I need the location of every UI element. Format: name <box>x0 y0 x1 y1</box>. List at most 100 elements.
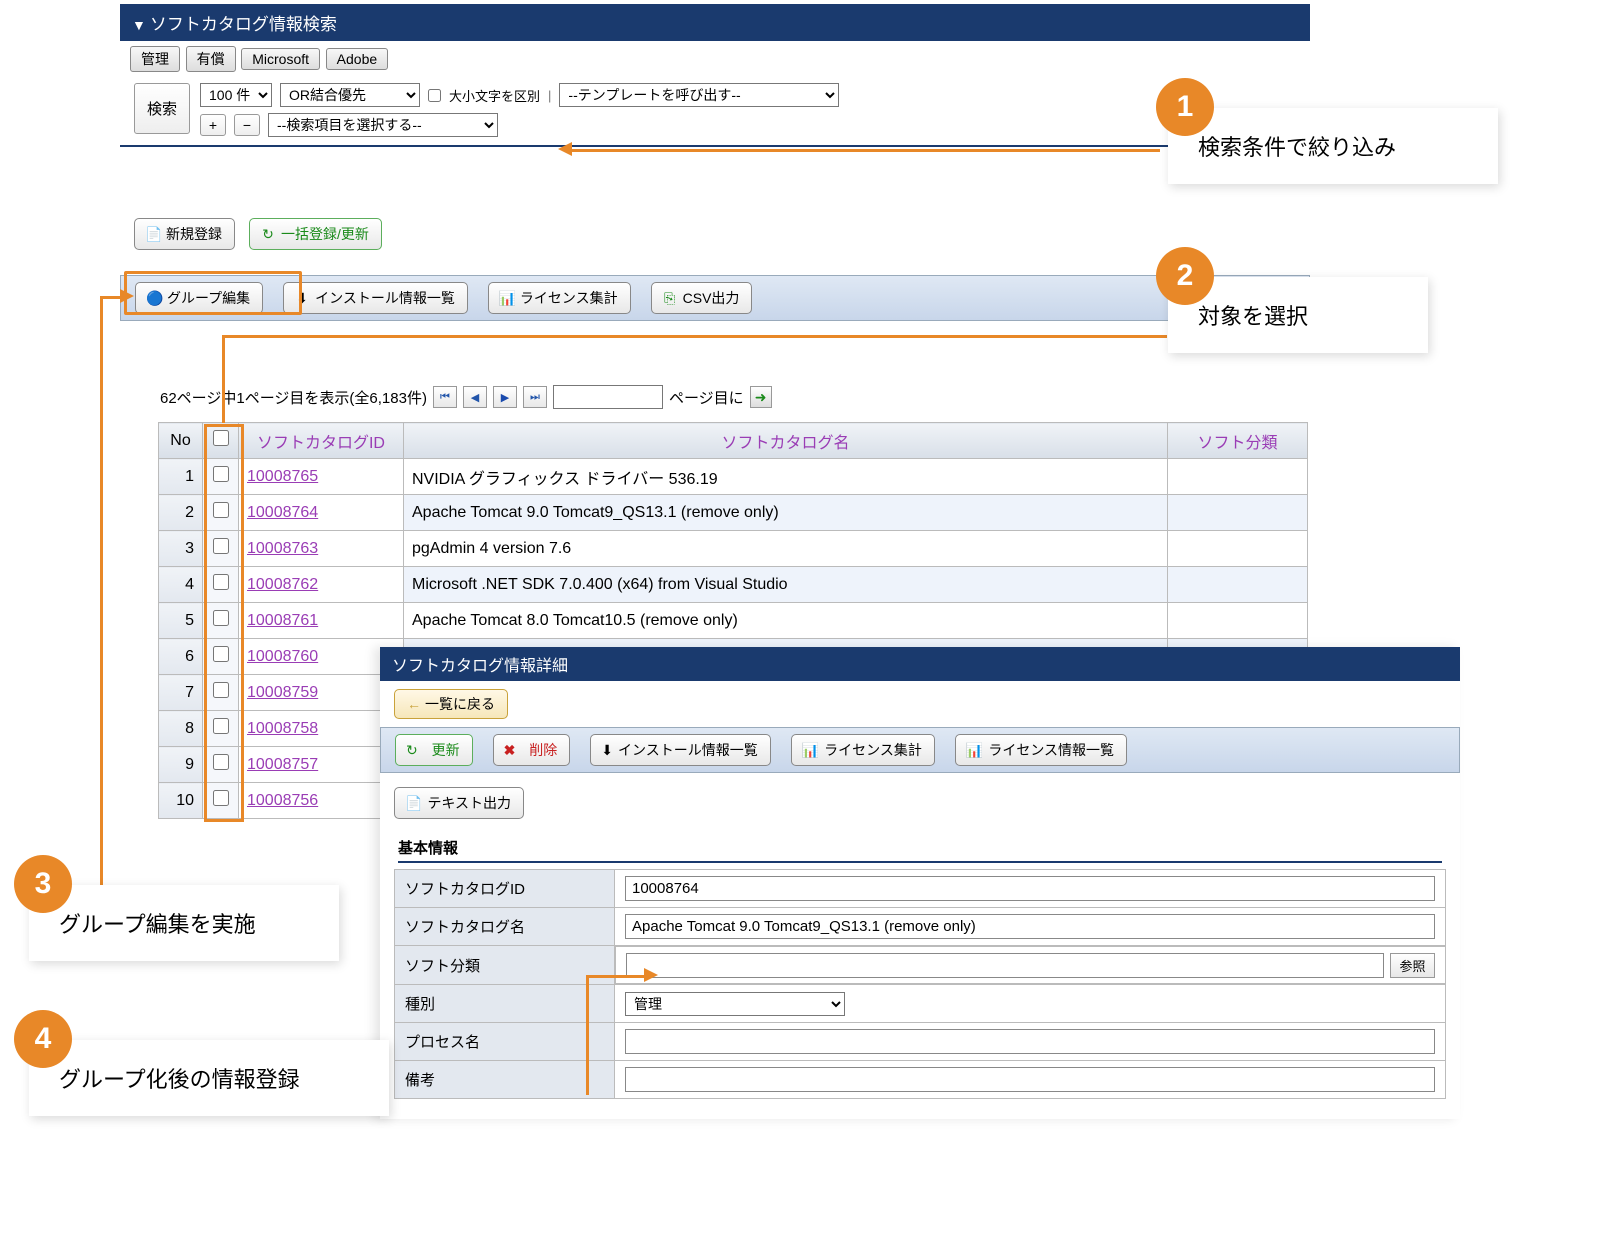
batch-register-button[interactable]: ↻一括登録/更新 <box>249 218 382 250</box>
detail-install-list-button[interactable]: ⬇インストール情報一覧 <box>590 734 770 766</box>
search-panel: ソフトカタログ情報検索 管理 有償 Microsoft Adobe 検索 100… <box>120 4 1310 147</box>
back-arrow-icon: ← <box>407 696 421 712</box>
badge-3: 3 <box>14 855 72 913</box>
search-button[interactable]: 検索 <box>134 83 190 134</box>
catalog-id-link[interactable]: 10008763 <box>247 540 318 557</box>
row-checkbox[interactable] <box>213 682 229 698</box>
filter-tab-paid[interactable]: 有償 <box>186 46 236 72</box>
prev-page-button[interactable]: ◀ <box>463 386 487 408</box>
remove-field-button[interactable]: − <box>234 114 260 136</box>
detail-panel: ソフトカタログ情報詳細 ←一覧に戻る ↻ 更新 ✖ 削除 ⬇インストール情報一覧… <box>380 647 1460 1119</box>
panel-title: ソフトカタログ情報検索 <box>120 4 1310 41</box>
row-checkbox[interactable] <box>213 466 229 482</box>
add-field-button[interactable]: + <box>200 114 226 136</box>
cell-id: 10008764 <box>239 495 404 531</box>
row-checkbox[interactable] <box>213 574 229 590</box>
badge-4: 4 <box>14 1010 72 1068</box>
cat-ref-button[interactable]: 参照 <box>1390 953 1434 978</box>
col-checkbox <box>203 423 239 459</box>
col-name[interactable]: ソフトカタログ名 <box>404 423 1168 459</box>
table-icon: 📊 <box>802 742 819 759</box>
back-to-list-button[interactable]: ←一覧に戻る <box>394 689 508 719</box>
field-id-label: ソフトカタログID <box>395 870 615 908</box>
select-all-checkbox[interactable] <box>213 430 229 446</box>
table-header-row: No ソフトカタログID ソフトカタログ名 ソフト分類 <box>159 423 1308 459</box>
field-cat-input[interactable] <box>626 953 1384 978</box>
detail-license-sum-button[interactable]: 📊ライセンス集計 <box>791 734 935 766</box>
per-page-select[interactable]: 100 件 <box>200 83 272 107</box>
catalog-id-link[interactable]: 10008760 <box>247 648 318 665</box>
filter-tab-adobe[interactable]: Adobe <box>326 48 388 70</box>
catalog-id-link[interactable]: 10008759 <box>247 684 318 701</box>
cell-name: Apache Tomcat 8.0 Tomcat10.5 (remove onl… <box>404 603 1168 639</box>
csv-icon: ⎘ <box>662 290 678 306</box>
cell-id: 10008761 <box>239 603 404 639</box>
group-edit-button[interactable]: 🔵グループ編集 <box>135 282 263 314</box>
row-checkbox[interactable] <box>213 718 229 734</box>
callout-4: グループ化後の情報登録 <box>29 1040 389 1116</box>
catalog-id-link[interactable]: 10008761 <box>247 612 318 629</box>
first-page-button[interactable]: ⏮ <box>433 386 457 408</box>
cell-no: 5 <box>159 603 203 639</box>
join-mode-select[interactable]: OR結合優先 <box>280 83 420 107</box>
field-proc-input[interactable] <box>625 1029 1435 1054</box>
catalog-id-link[interactable]: 10008758 <box>247 720 318 737</box>
filter-tab-admin[interactable]: 管理 <box>130 46 180 72</box>
row-checkbox[interactable] <box>213 538 229 554</box>
go-page-button[interactable]: ➜ <box>750 386 772 408</box>
template-select[interactable]: --テンプレートを呼び出す-- <box>559 83 839 107</box>
cell-id: 10008759 <box>239 675 404 711</box>
page-label: ページ目に <box>669 387 744 408</box>
cell-name: Microsoft .NET SDK 7.0.400 (x64) from Vi… <box>404 567 1168 603</box>
catalog-id-link[interactable]: 10008757 <box>247 756 318 773</box>
row-checkbox[interactable] <box>213 790 229 806</box>
catalog-id-link[interactable]: 10008756 <box>247 792 318 809</box>
next-page-button[interactable]: ▶ <box>493 386 517 408</box>
cell-id: 10008756 <box>239 783 404 819</box>
page-input[interactable] <box>553 385 663 409</box>
field-select[interactable]: --検索項目を選択する-- <box>268 113 498 137</box>
case-label: 大小文字を区別 <box>449 86 540 105</box>
cell-name: NVIDIA グラフィックス ドライバー 536.19 <box>404 459 1168 495</box>
catalog-id-link[interactable]: 10008762 <box>247 576 318 593</box>
new-register-button[interactable]: 📄新規登録 <box>134 218 235 250</box>
delete-icon: ✖ <box>504 742 516 759</box>
row-checkbox[interactable] <box>213 502 229 518</box>
doc-icon: 📄 <box>405 795 422 812</box>
field-note-input[interactable] <box>625 1067 1435 1092</box>
csv-export-button[interactable]: ⎘CSV出力 <box>651 282 753 314</box>
cell-checkbox <box>203 783 239 819</box>
field-type-select[interactable]: 管理 <box>625 992 845 1016</box>
col-cat[interactable]: ソフト分類 <box>1168 423 1308 459</box>
row-checkbox[interactable] <box>213 610 229 626</box>
cell-name: Apache Tomcat 9.0 Tomcat9_QS13.1 (remove… <box>404 495 1168 531</box>
cell-checkbox <box>203 603 239 639</box>
cell-checkbox <box>203 459 239 495</box>
detail-form-table: ソフトカタログID ソフトカタログ名 ソフト分類 参照 種別 管理 プロセス名 … <box>394 869 1446 1099</box>
cell-checkbox <box>203 711 239 747</box>
cell-checkbox <box>203 747 239 783</box>
catalog-id-link[interactable]: 10008765 <box>247 468 318 485</box>
row-checkbox[interactable] <box>213 646 229 662</box>
detail-license-list-button[interactable]: 📊ライセンス情報一覧 <box>955 734 1127 766</box>
cell-no: 3 <box>159 531 203 567</box>
row-checkbox[interactable] <box>213 754 229 770</box>
badge-1: 1 <box>1156 78 1214 136</box>
filter-tab-microsoft[interactable]: Microsoft <box>241 48 320 70</box>
refresh-icon: ↻ <box>260 226 276 242</box>
case-checkbox[interactable] <box>428 89 441 102</box>
field-name-input[interactable] <box>625 914 1435 939</box>
text-export-button[interactable]: 📄テキスト出力 <box>394 787 524 819</box>
license-sum-button[interactable]: 📊ライセンス集計 <box>488 282 631 314</box>
cell-cat <box>1168 603 1308 639</box>
delete-button[interactable]: ✖ 削除 <box>493 734 571 766</box>
install-list-button[interactable]: ⬇インストール情報一覧 <box>283 282 468 314</box>
cell-checkbox <box>203 531 239 567</box>
update-button[interactable]: ↻ 更新 <box>395 734 473 766</box>
field-id-input[interactable] <box>625 876 1435 901</box>
col-id[interactable]: ソフトカタログID <box>239 423 404 459</box>
field-name-label: ソフトカタログ名 <box>395 908 615 946</box>
last-page-button[interactable]: ⏭ <box>523 386 547 408</box>
table-icon: 📊 <box>499 290 515 306</box>
catalog-id-link[interactable]: 10008764 <box>247 504 318 521</box>
